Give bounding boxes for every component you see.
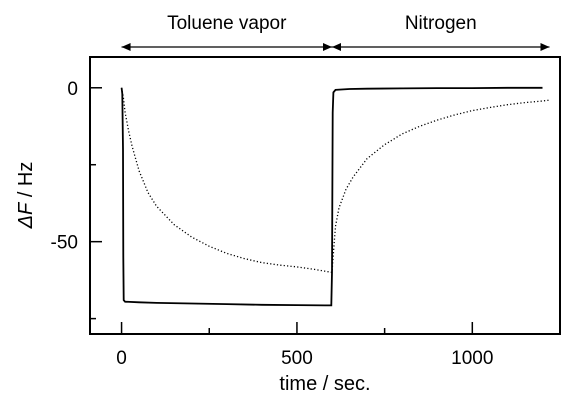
y-tick-label: -50 — [51, 233, 78, 254]
axis-tick-labels: 0 500 1000 0 -50 — [51, 79, 494, 369]
x-axis-title: time / sec. — [279, 373, 370, 395]
x-tick-label: 500 — [281, 348, 313, 369]
x-tick-label: 1000 — [451, 348, 493, 369]
axis-ticks — [90, 87, 474, 334]
y-axis-title: ΔF / Hz — [15, 162, 37, 230]
plot-frame — [89, 56, 561, 335]
y-tick-label: 0 — [67, 79, 78, 100]
series-dotted-line — [120, 87, 550, 274]
series-layer — [120, 86, 550, 307]
phase-annotations: Toluene vapor Nitrogen — [121, 13, 550, 51]
series-solid-line — [120, 86, 543, 307]
x-tick-label: 0 — [116, 348, 127, 369]
phase-label: Nitrogen — [405, 13, 477, 34]
phase-label: Toluene vapor — [167, 13, 287, 34]
y-axis-title-unit: / Hz — [15, 162, 37, 203]
y-axis-title-symbol: ΔF — [15, 201, 37, 229]
